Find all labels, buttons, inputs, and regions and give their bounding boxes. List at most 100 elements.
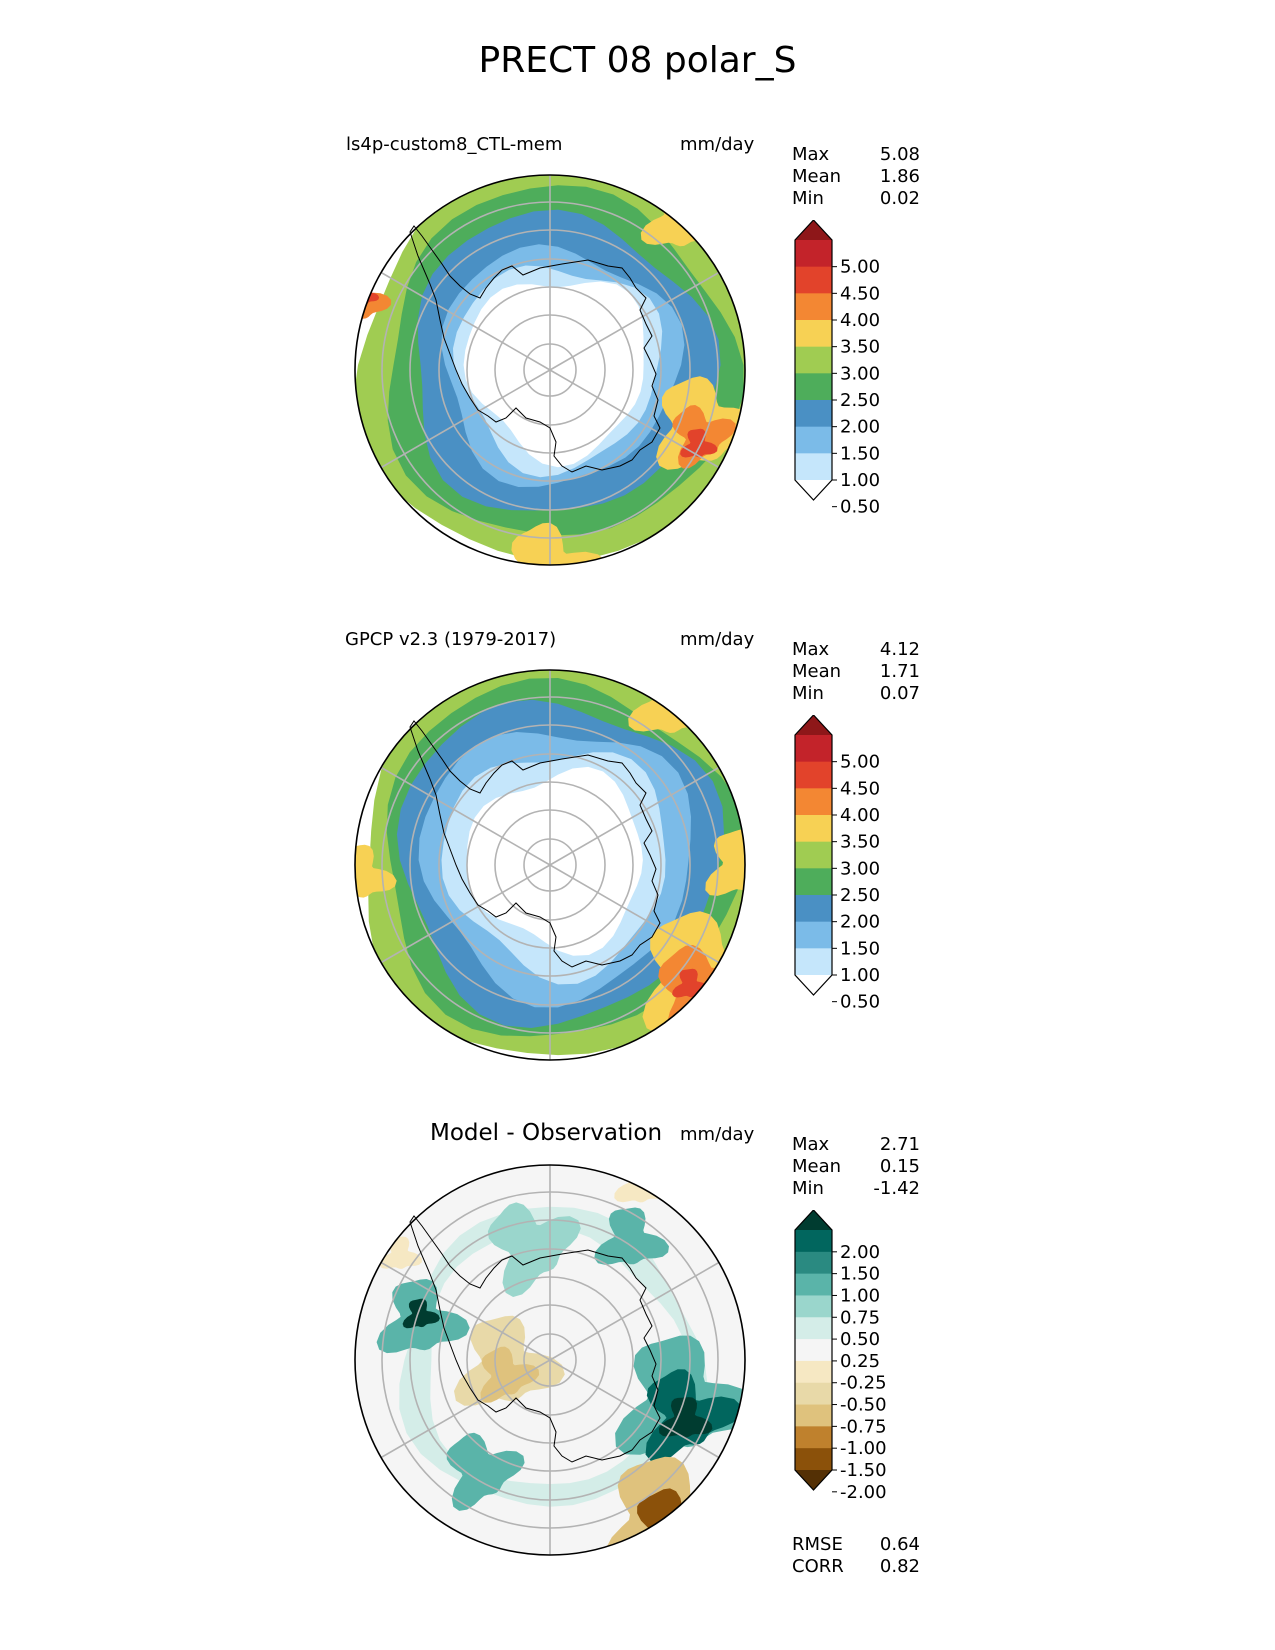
map-graticule (380, 1165, 720, 1555)
longitude-line (380, 766, 551, 866)
stat-value: -1.42 (873, 1178, 920, 1199)
colorbar-tick-label: 1.00 (840, 965, 880, 986)
metric-label: RMSE (792, 1534, 843, 1555)
metric-value: 0.82 (879, 1556, 920, 1577)
colorbar-segment (795, 1360, 832, 1384)
colorbar-tick-label: 1.00 (840, 470, 880, 491)
colorbar-segment (795, 868, 832, 896)
panel-difference: Model - Observation mm/day Max 2.71 Mean 0… (0, 1120, 1275, 1610)
colorbar-segment (795, 1251, 832, 1275)
colorbar-extend-min (795, 480, 832, 500)
stat-label: Max (792, 639, 830, 660)
colorbar-tick-label: -0.25 (840, 1373, 887, 1394)
colorbar-segment (795, 1273, 832, 1297)
stat-label: Mean (792, 166, 842, 187)
colorbar-tick-label: 5.00 (840, 257, 880, 278)
colorbar-tick-label: 4.00 (840, 805, 880, 826)
colorbar-tick-label: 3.50 (840, 337, 880, 358)
antarctica-coastline (409, 225, 661, 473)
precip-maximum (355, 844, 397, 899)
stat-value: 0.07 (879, 683, 920, 704)
diff-positive-maximum (402, 1298, 440, 1329)
figure-title: PRECT 08 polar_S (478, 40, 797, 81)
map-field (355, 1165, 745, 1555)
stats-box: Max 4.12 Mean 1.71 Min 0.07 (792, 639, 920, 705)
colorbar-tick-label: 2.00 (840, 417, 880, 438)
panel-observation: GPCP v2.3 (1979-2017) mm/day Max 4.12 Mea… (0, 625, 1275, 1115)
metric-label: CORR (792, 1556, 844, 1577)
units-label: mm/day (680, 629, 755, 650)
diff-positive-maximum (594, 1207, 669, 1265)
longitude-line (549, 766, 720, 866)
stat-label: Max (792, 144, 830, 165)
longitude-line (549, 271, 720, 371)
colorbar-tick-label: 5.00 (840, 752, 880, 773)
stat-value: 1.71 (879, 661, 920, 682)
polar-map (354, 669, 746, 1061)
colorbar-tick-label: 0.50 (840, 992, 880, 1013)
colorbar-extend-min (795, 1470, 832, 1490)
colorbar-extend-min (795, 975, 832, 995)
colorbar-tick-label: 2.00 (840, 1242, 880, 1263)
longitude-line (549, 864, 720, 964)
colorbar-tick-label: 2.50 (840, 885, 880, 906)
colorbar-segment (795, 1426, 832, 1449)
colorbar-segment (795, 293, 832, 321)
colorbar: 5.00 4.50 4.00 3.50 3.00 2.50 2.00 1.50 1.00 0.50 (794, 715, 880, 1013)
diff-positive-maximum (446, 1432, 525, 1511)
stat-value: 1.86 (879, 166, 920, 187)
colorbar-segment (795, 735, 832, 763)
longitude-line (549, 369, 720, 469)
colorbar-segment (795, 1295, 832, 1318)
map-field (355, 670, 745, 1056)
colorbar-extend-max (795, 220, 832, 240)
longitude-line (549, 1359, 720, 1459)
colorbar-segment (795, 921, 832, 949)
colorbar-tick-label: -1.50 (840, 1460, 887, 1481)
colorbar-segment (795, 266, 832, 294)
longitude-line (549, 1261, 720, 1361)
colorbar-tick-label: 0.50 (840, 497, 880, 518)
colorbar-tick-label: 2.00 (840, 912, 880, 933)
colorbar-tick-label: 2.50 (840, 390, 880, 411)
colorbar-segment (795, 346, 832, 374)
polar-map (354, 174, 746, 566)
colorbar-tick-label: 4.00 (840, 310, 880, 331)
colorbar-segment (795, 815, 832, 843)
colorbar-tick-label: 4.50 (840, 778, 880, 799)
colorbar-tick-label: 3.00 (840, 858, 880, 879)
colorbar-tick-label: 4.50 (840, 283, 880, 304)
colorbar-segment (795, 373, 832, 401)
stat-label: Mean (792, 661, 842, 682)
colorbar-segment (795, 453, 832, 481)
colorbar-segment (795, 1448, 832, 1471)
colorbar-segment (795, 948, 832, 976)
colorbar-tick-label: -2.00 (840, 1482, 887, 1503)
colorbar-tick-label: 0.75 (840, 1307, 880, 1328)
colorbar-segment (795, 320, 832, 348)
colorbar-tick-label: -0.75 (840, 1416, 887, 1437)
map-graticule (380, 175, 720, 565)
colorbar-extend-max (795, 1210, 832, 1230)
panel-model: ls4p-custom8_CTL-mem mm/day Max 5.08 Mean… (0, 130, 1275, 620)
colorbar-segment (795, 895, 832, 923)
colorbar-segment (795, 761, 832, 789)
colorbar-tick-label: 1.00 (840, 1285, 880, 1306)
precip-maximum (705, 829, 745, 896)
stat-value: 2.71 (879, 1134, 920, 1155)
colorbar-segment (795, 426, 832, 454)
panel-title: ls4p-custom8_CTL-mem (346, 134, 563, 155)
metric-value: 0.64 (879, 1534, 920, 1555)
metrics-box: RMSE 0.64 CORR 0.82 (792, 1534, 920, 1578)
map-boundary (354, 669, 746, 1061)
stat-value: 0.02 (879, 188, 920, 209)
precip-band (463, 281, 644, 468)
colorbar: 2.001.501.000.750.500.25-0.25-0.50-0.75-… (794, 1210, 887, 1503)
colorbar-segment (795, 1317, 832, 1340)
stats-box: Max 2.71 Mean 0.15 Min -1.42 (792, 1134, 920, 1200)
panel-title: GPCP v2.3 (1979-2017) (345, 629, 557, 650)
stat-label: Max (792, 1134, 830, 1155)
longitude-line (380, 1359, 551, 1459)
colorbar-segment (795, 788, 832, 816)
colorbar-tick-label: 0.25 (840, 1351, 880, 1372)
